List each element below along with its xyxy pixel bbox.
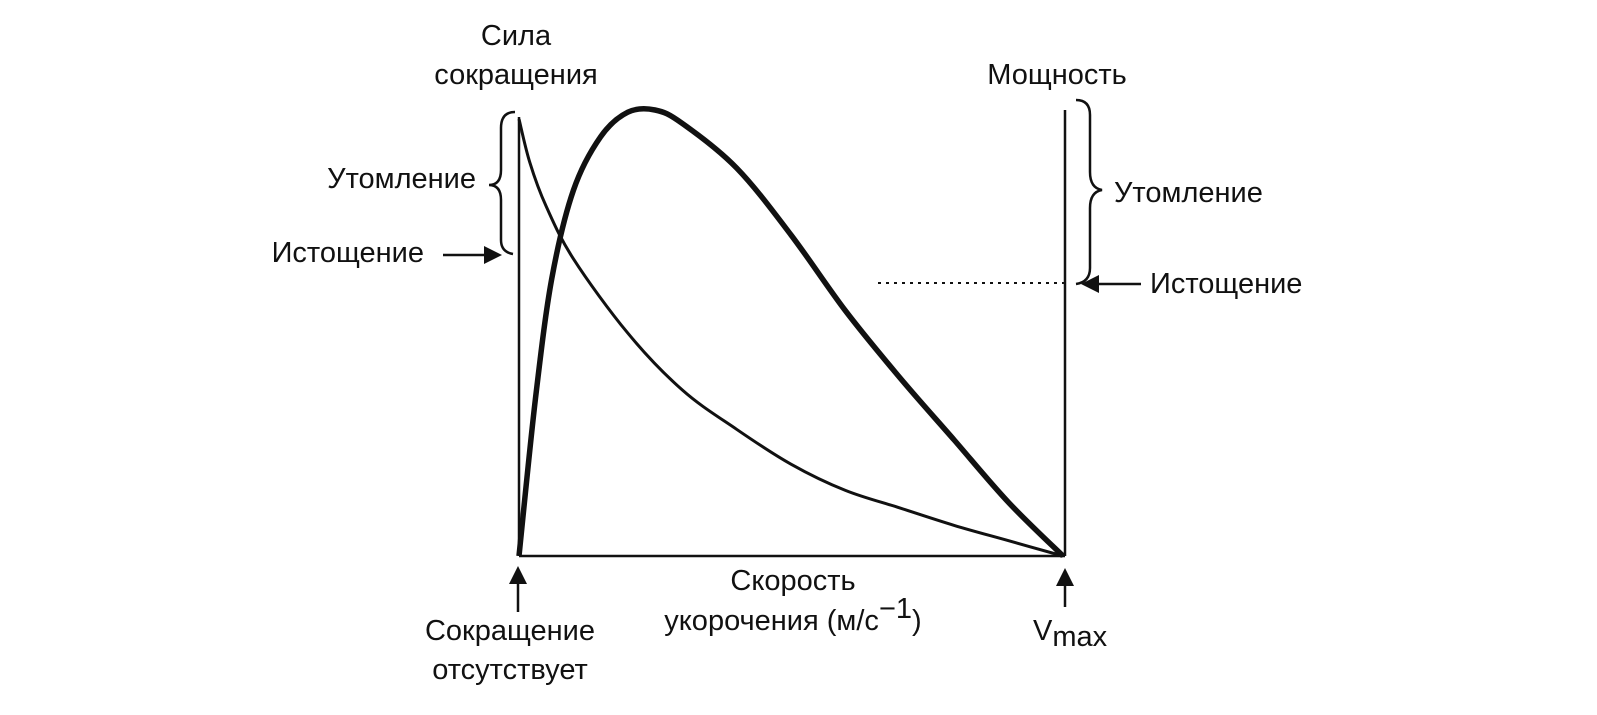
- vmax-label: Vmax: [1033, 615, 1108, 653]
- no-contraction-arrow: [509, 566, 527, 612]
- no-contraction-label-line2: отсутствует: [432, 654, 588, 686]
- right-fatigue-brace: [1075, 98, 1103, 286]
- no-contraction-label-line1: Сокращение: [425, 615, 595, 647]
- force-curve: [517, 118, 1064, 558]
- exhaustion-right-arrow: [1081, 275, 1141, 293]
- vmax-arrow: [1056, 568, 1074, 607]
- fatigue-right-label: Утомление: [1114, 177, 1263, 209]
- left-axis-label-line2: сокращения: [434, 59, 597, 91]
- exhaustion-left-arrow: [443, 246, 502, 264]
- vmax-main: V: [1033, 615, 1053, 647]
- power-curve: [516, 105, 1065, 558]
- x-axis-label-close: ): [912, 605, 922, 637]
- right-axis-label: Мощность: [987, 59, 1127, 91]
- exhaustion-left-label: Истощение: [272, 237, 424, 269]
- left-axis-label-line1: Сила: [481, 20, 552, 52]
- axes-group: [517, 110, 1067, 558]
- exhaustion-right-label: Истощение: [1150, 268, 1302, 300]
- x-axis-label-main: укорочения (м/с: [664, 605, 879, 637]
- x-axis-label-line1: Скорость: [730, 565, 855, 597]
- left-fatigue-brace: [488, 110, 516, 256]
- x-axis-label-line2: укорочения (м/с−1): [664, 593, 921, 637]
- vmax-subscript: max: [1052, 621, 1107, 653]
- x-axis-label-superscript: −1: [879, 593, 912, 625]
- fatigue-left-label: Утомление: [327, 163, 476, 195]
